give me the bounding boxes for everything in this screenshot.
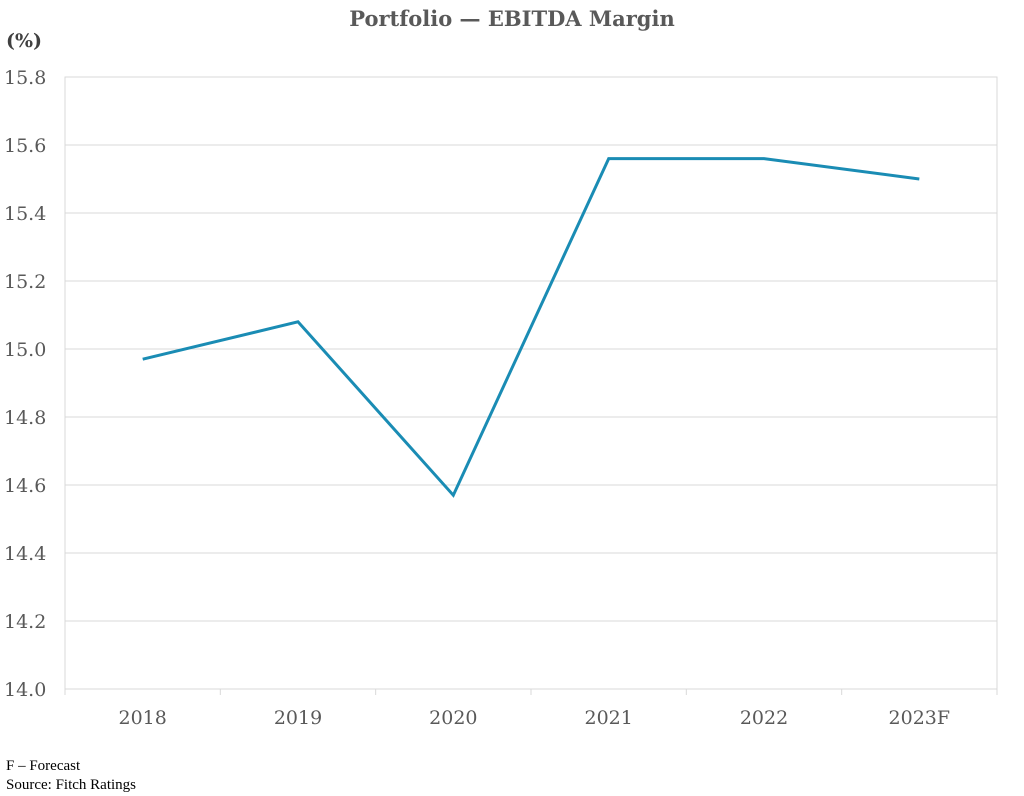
x-axis-ticks: 2018 2019 2020 2021 2022 2023F [64,689,998,729]
x-tick-label: 2021 [584,707,632,729]
forecast-note: F – Forecast [6,758,81,774]
y-tick-label: 15.4 [4,203,46,225]
x-tick-label: 2019 [274,707,322,729]
y-axis-unit-label: (%) [6,30,42,52]
source-note: Source: Fitch Ratings [6,777,136,793]
y-tick-label: 14.2 [4,611,46,633]
y-tick-label: 15.6 [4,135,46,157]
y-tick-label: 14.4 [4,543,46,565]
y-tick-label: 15.0 [4,339,46,361]
y-tick-label: 14.0 [4,679,46,701]
x-tick-label: 2023F [889,707,951,729]
x-tick-label: 2022 [740,707,788,729]
series-line-0 [142,157,920,498]
x-tick-label: 2020 [429,707,477,729]
plot-area-frame [64,76,998,690]
y-tick-label: 14.8 [4,407,46,429]
y-tick-label: 15.8 [4,67,46,89]
y-tick-label: 14.6 [4,475,46,497]
series-layer [142,157,920,498]
x-tick-label: 2018 [118,707,166,729]
gridlines [64,76,998,690]
y-tick-label: 15.2 [4,271,46,293]
chart-title: Portfolio — EBITDA Margin [349,6,675,31]
y-axis-ticks: 14.0 14.2 14.4 14.6 14.8 15.0 15.2 15.4 15.6 15.8 [4,67,46,701]
